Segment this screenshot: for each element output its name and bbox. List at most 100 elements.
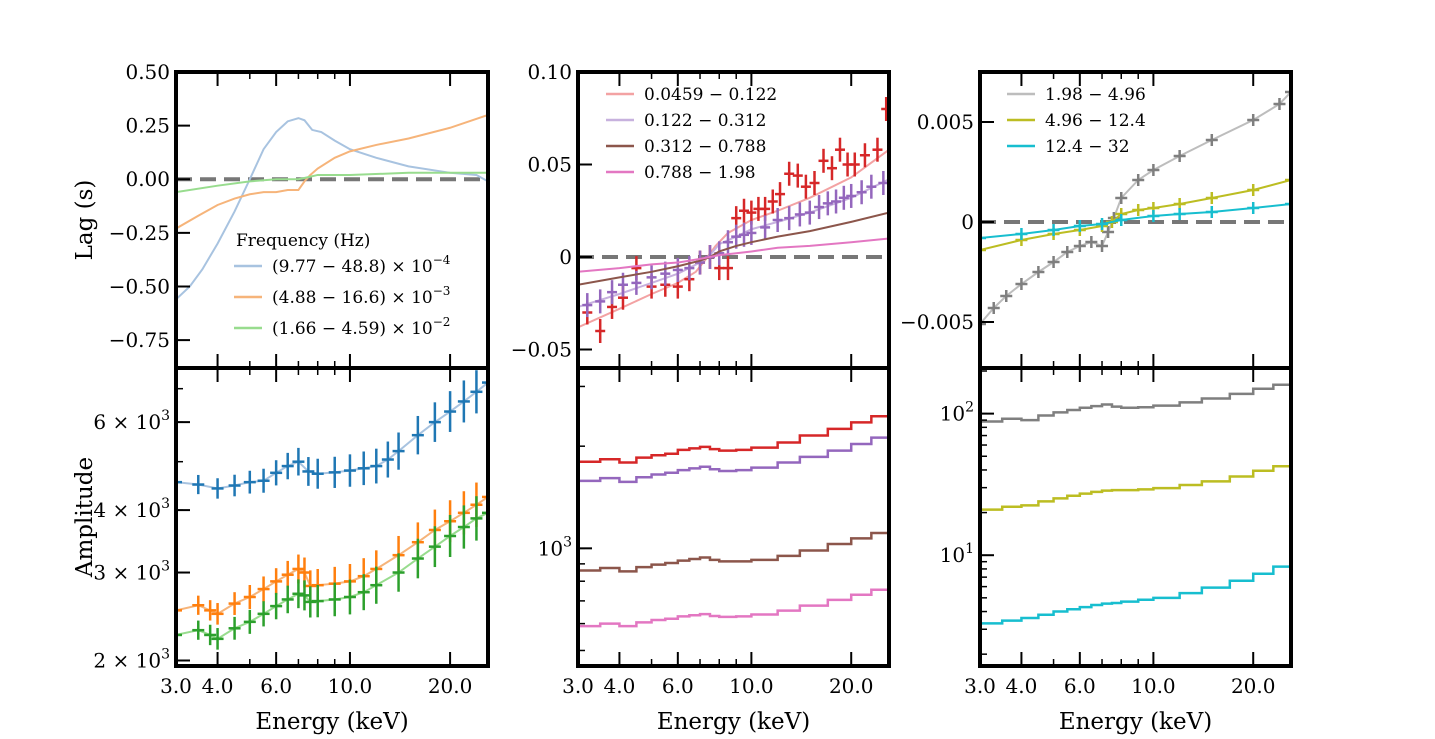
series-line-purple <box>578 432 889 484</box>
y-tick-label: 0.05 <box>527 153 572 177</box>
legend-label-text: 0.0459 − 0.122 <box>644 85 777 105</box>
y-tick-times: × 10 <box>106 561 161 585</box>
series-line-gray <box>980 381 1291 423</box>
legend-label: 0.0459 − 0.122 <box>644 85 777 105</box>
series-line-olive <box>980 462 1291 511</box>
series-line-1 <box>980 91 1291 325</box>
x-axis-title: Energy (keV) <box>1059 709 1212 735</box>
y-tick-label: 102 <box>940 400 974 426</box>
legend-label-text: 4.96 − 12.4 <box>1045 111 1146 131</box>
plot-area <box>176 113 488 301</box>
y-tick-mantissa: 10 <box>940 402 965 426</box>
series-line-2 <box>176 113 488 230</box>
y-tick-mantissa: 10 <box>538 536 563 560</box>
y-tick-mantissa: 2 <box>93 649 106 673</box>
y-tick-exponent: 3 <box>161 496 170 512</box>
x-axis-title: Energy (keV) <box>657 709 810 735</box>
legend-label: 1.98 − 4.96 <box>1045 85 1146 105</box>
y-tick-label: 6 × 103 <box>93 408 170 434</box>
y-tick-label: 101 <box>940 541 974 567</box>
y-tick-label: −0.05 <box>511 338 572 362</box>
x-tick-label: 10.0 <box>328 674 373 698</box>
y-tick-exponent: 3 <box>563 534 572 550</box>
series-line-cyan <box>980 560 1291 625</box>
y-axis-title: Amplitude <box>72 457 98 578</box>
plot-area <box>578 97 889 343</box>
legend-label-text: 0.312 − 0.788 <box>644 137 766 157</box>
legend-label: (9.77 − 48.8) × 10−4 <box>272 253 451 277</box>
y-tick-mantissa: 4 <box>93 498 106 522</box>
x-tick-label: 3.0 <box>160 674 192 698</box>
legend-label-text: (1.66 − 4.59) × 10 <box>272 319 433 339</box>
plot-area <box>176 368 488 650</box>
legend: 0.0459 − 0.122 0.122 − 0.312 0.312 − 0.788… <box>606 85 777 183</box>
y-tick-label: 0 <box>961 210 974 234</box>
legend-label-text: 0.788 − 1.98 <box>644 163 756 183</box>
legend-label: 0.312 − 0.788 <box>644 137 766 157</box>
series-line-3 <box>176 511 488 640</box>
x-tick-label: 3.0 <box>562 674 594 698</box>
axes-frame <box>978 366 1293 668</box>
x-tick-label: 20.0 <box>428 674 473 698</box>
y-tick-label: 3 × 103 <box>93 559 170 585</box>
y-tick-label: 0.10 <box>527 60 572 84</box>
legend: 1.98 − 4.96 4.96 − 12.4 12.4 − 32 <box>1007 85 1146 157</box>
y-tick-times: × 10 <box>106 649 161 673</box>
legend-title: Frequency (Hz) <box>236 231 370 251</box>
x-tick-label: 20.0 <box>1231 674 1276 698</box>
y-tick-label: 0.25 <box>125 114 170 138</box>
legend-label: 12.4 − 32 <box>1045 137 1130 157</box>
x-tick-label: 6.0 <box>662 674 694 698</box>
legend-label: (1.66 − 4.59) × 10−2 <box>272 315 450 339</box>
plot-area <box>980 381 1291 625</box>
y-tick-label: 0 <box>559 245 572 269</box>
y-tick-mantissa: 3 <box>93 561 106 585</box>
legend-label: 0.788 − 1.98 <box>644 163 756 183</box>
series-line-pink <box>578 585 889 628</box>
plot-area <box>980 86 1291 330</box>
x-axis-title: Energy (keV) <box>255 709 408 735</box>
y-tick-exponent: 3 <box>161 647 170 663</box>
series-line-1 <box>176 117 488 301</box>
x-tick-label: 3.0 <box>964 674 996 698</box>
legend-label-text: (9.77 − 48.8) × 10 <box>272 257 433 277</box>
y-tick-label: −0.50 <box>109 274 170 298</box>
plot-area <box>578 413 889 628</box>
y-tick-times: × 10 <box>106 498 161 522</box>
legend-label-text: 0.122 − 0.312 <box>644 111 766 131</box>
y-tick-mantissa: 10 <box>940 543 965 567</box>
x-tick-label: 20.0 <box>829 674 874 698</box>
series-line-brown <box>578 529 889 573</box>
legend-label-text: (4.88 − 16.6) × 10 <box>272 288 433 308</box>
y-tick-label: 103 <box>538 534 572 560</box>
y-tick-label: 4 × 103 <box>93 496 170 522</box>
y-tick-exponent: 1 <box>965 541 974 557</box>
y-tick-label: −0.75 <box>109 328 170 352</box>
x-tick-label: 4.0 <box>202 674 234 698</box>
legend: Frequency (Hz)(9.77 − 48.8) × 10−4 (4.88 … <box>234 231 451 339</box>
axes-frame <box>174 366 490 668</box>
panel-bottom-middle: 3.0 4.0 6.0 10.0 20.0 Energy (keV) 103 <box>538 366 891 735</box>
series-line-2 <box>176 496 488 615</box>
x-tick-label: 10.0 <box>1131 674 1176 698</box>
legend-exponent: −2 <box>433 315 451 329</box>
x-tick-label: 6.0 <box>260 674 292 698</box>
panel-top-middle: 0.10 0.05 0 −0.05 0.0459 − 0.122 0.122 − 0.31… <box>511 60 891 370</box>
legend-label-text: 1.98 − 4.96 <box>1045 85 1146 105</box>
x-tick-label: 10.0 <box>729 674 774 698</box>
y-tick-label: −0.25 <box>109 221 170 245</box>
legend-label: 0.122 − 0.312 <box>644 111 766 131</box>
series-line-3 <box>176 171 488 194</box>
series-line-4 <box>578 237 889 273</box>
y-tick-mantissa: 6 <box>93 410 106 434</box>
x-tick-label: 4.0 <box>1006 674 1038 698</box>
legend-label: (4.88 − 16.6) × 10−3 <box>272 284 450 308</box>
panel-top-left: 0.50 0.25 0.00 −0.25 −0.50 −0.75 Lag (s) Freque… <box>72 60 490 370</box>
y-tick-label: 0.50 <box>125 60 170 84</box>
x-tick-label: 6.0 <box>1064 674 1096 698</box>
legend-exponent: −3 <box>433 284 451 298</box>
axes-frame <box>576 366 891 668</box>
